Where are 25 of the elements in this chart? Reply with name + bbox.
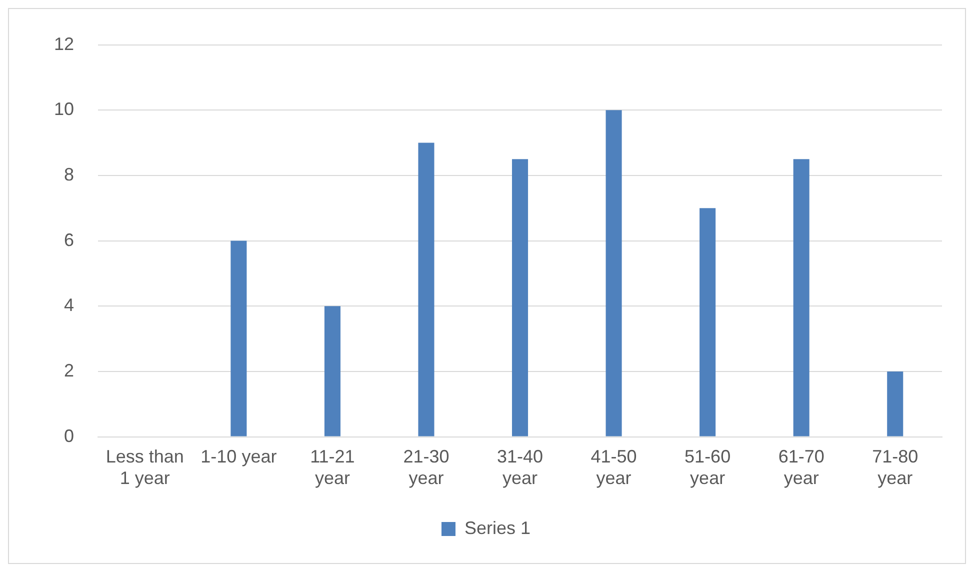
x-tick-label: 21-30 year — [403, 446, 450, 488]
x-tick-label: 1-10 year — [200, 446, 277, 467]
y-tick-label: 2 — [64, 360, 74, 380]
y-tick-label: 8 — [64, 164, 74, 184]
x-tick-label: 31-40 year — [496, 446, 544, 488]
y-tick-label: 10 — [54, 99, 74, 120]
x-tick-label: 11-21 year — [310, 446, 355, 488]
bar — [418, 142, 434, 436]
bar — [606, 110, 622, 436]
bar — [700, 208, 716, 436]
bar — [230, 240, 247, 436]
x-tick-label: 51-60 year — [684, 446, 731, 488]
bar — [793, 159, 810, 436]
x-tick-label: 71-80 year — [872, 446, 918, 488]
bar — [887, 371, 904, 436]
x-tick-label: Less than 1 year — [106, 446, 184, 488]
y-tick-label: 6 — [64, 230, 74, 250]
y-tick-label: 4 — [64, 295, 74, 316]
bar — [512, 159, 528, 436]
y-tick-label: 12 — [54, 34, 74, 54]
y-tick-label: 0 — [64, 426, 74, 446]
x-tick-label: 41-50 year — [590, 446, 637, 488]
legend-label: Series 1 — [464, 518, 531, 538]
bar — [324, 306, 340, 436]
x-tick-label: 61-70 year — [778, 446, 824, 488]
